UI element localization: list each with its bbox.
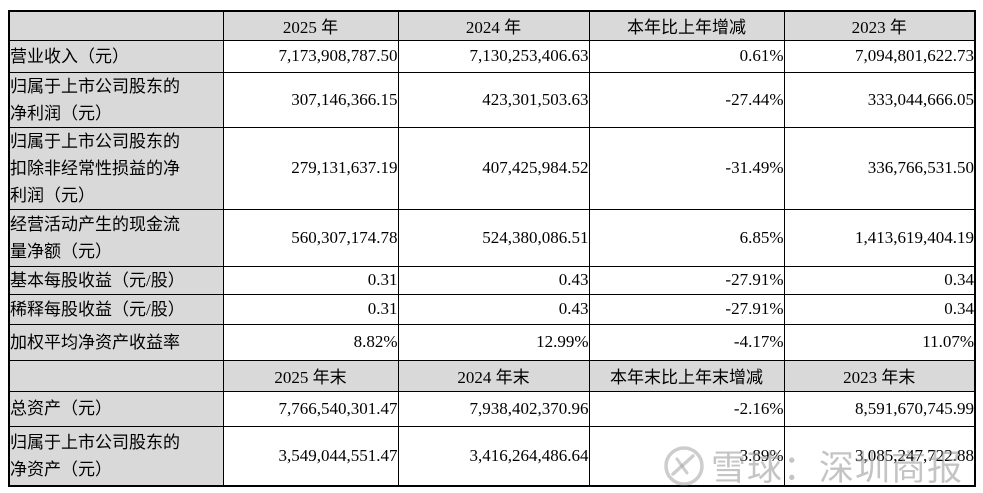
period-end-header-row: 2025 年末 2024 年末 本年末比上年末增减 2023 年末 [8,359,976,392]
cell-value: 3.89% [588,425,785,487]
cell-value: 0.61% [588,39,785,73]
col-header-end-change: 本年末比上年末增减 [588,359,785,392]
cell-value: 0.43 [397,293,590,325]
cell-value: 8,591,670,745.99 [783,390,976,427]
col-header-2024-end: 2024 年末 [397,359,590,392]
cell-value: 7,094,801,622.73 [783,39,976,73]
row-label: 总资产（元） [8,390,224,427]
row-net-profit-attributable: 归属于上市公司股东的 净利润（元） 307,146,366.15 423,301… [8,71,976,128]
row-label: 归属于上市公司股东的 净资产（元） [8,425,224,487]
corner-cell [8,10,224,41]
cell-value: 560,307,174.78 [222,208,399,267]
cell-value: 336,766,531.50 [783,126,976,210]
row-label: 加权平均净资产收益率 [8,323,224,361]
cell-value: 7,766,540,301.47 [222,390,399,427]
row-label: 经营活动产生的现金流 量净额（元） [8,208,224,267]
row-label: 稀释每股收益（元/股） [8,293,224,325]
row-weighted-avg-roe: 加权平均净资产收益率 8.82% 12.99% -4.17% 11.07% [8,323,976,361]
row-net-assets-attributable: 归属于上市公司股东的 净资产（元） 3,549,044,551.47 3,416… [8,425,976,487]
col-header-2024: 2024 年 [397,10,590,41]
cell-value: 0.34 [783,265,976,295]
cell-value: -27.91% [588,293,785,325]
col-header-2025-end: 2025 年末 [222,359,399,392]
col-header-yoy-change: 本年比上年增减 [588,10,785,41]
row-label: 归属于上市公司股东的 净利润（元） [8,71,224,128]
cell-value: 7,938,402,370.96 [397,390,590,427]
row-label: 归属于上市公司股东的 扣除非经常性损益的净 利润（元） [8,126,224,210]
cell-value: 407,425,984.52 [397,126,590,210]
cell-value: 333,044,666.05 [783,71,976,128]
cell-value: 0.43 [397,265,590,295]
cell-value: 7,130,253,406.63 [397,39,590,73]
col-header-2023-end: 2023 年末 [783,359,976,392]
row-label: 营业收入（元） [8,39,224,73]
cell-value: -2.16% [588,390,785,427]
cell-value: 524,380,086.51 [397,208,590,267]
cell-value: -27.91% [588,265,785,295]
row-basic-eps: 基本每股收益（元/股） 0.31 0.43 -27.91% 0.34 [8,265,976,295]
cell-value: 7,173,908,787.50 [222,39,399,73]
cell-value: 3,085,247,722.88 [783,425,976,487]
cell-value: 12.99% [397,323,590,361]
cell-value: -4.17% [588,323,785,361]
col-header-2023: 2023 年 [783,10,976,41]
row-net-profit-excl-nonrecurring: 归属于上市公司股东的 扣除非经常性损益的净 利润（元） 279,131,637.… [8,126,976,210]
cell-value: 11.07% [783,323,976,361]
period-header-row: 2025 年 2024 年 本年比上年增减 2023 年 [8,10,976,41]
row-label: 基本每股收益（元/股） [8,265,224,295]
row-operating-cash-flow: 经营活动产生的现金流 量净额（元） 560,307,174.78 524,380… [8,208,976,267]
cell-value: 6.85% [588,208,785,267]
cell-value: 1,413,619,404.19 [783,208,976,267]
cell-value: 3,416,264,486.64 [397,425,590,487]
cell-value: 0.31 [222,265,399,295]
cell-value: 423,301,503.63 [397,71,590,128]
row-operating-revenue: 营业收入（元） 7,173,908,787.50 7,130,253,406.6… [8,39,976,73]
row-total-assets: 总资产（元） 7,766,540,301.47 7,938,402,370.96… [8,390,976,427]
key-accounting-data-table: 2025 年 2024 年 本年比上年增减 2023 年 营业收入（元） 7,1… [8,10,976,487]
corner-cell [8,359,224,392]
cell-value: 279,131,637.19 [222,126,399,210]
row-diluted-eps: 稀释每股收益（元/股） 0.31 0.43 -27.91% 0.34 [8,293,976,325]
cell-value: -31.49% [588,126,785,210]
col-header-2025: 2025 年 [222,10,399,41]
cell-value: 0.34 [783,293,976,325]
cell-value: 0.31 [222,293,399,325]
cell-value: -27.44% [588,71,785,128]
cell-value: 3,549,044,551.47 [222,425,399,487]
cell-value: 307,146,366.15 [222,71,399,128]
cell-value: 8.82% [222,323,399,361]
